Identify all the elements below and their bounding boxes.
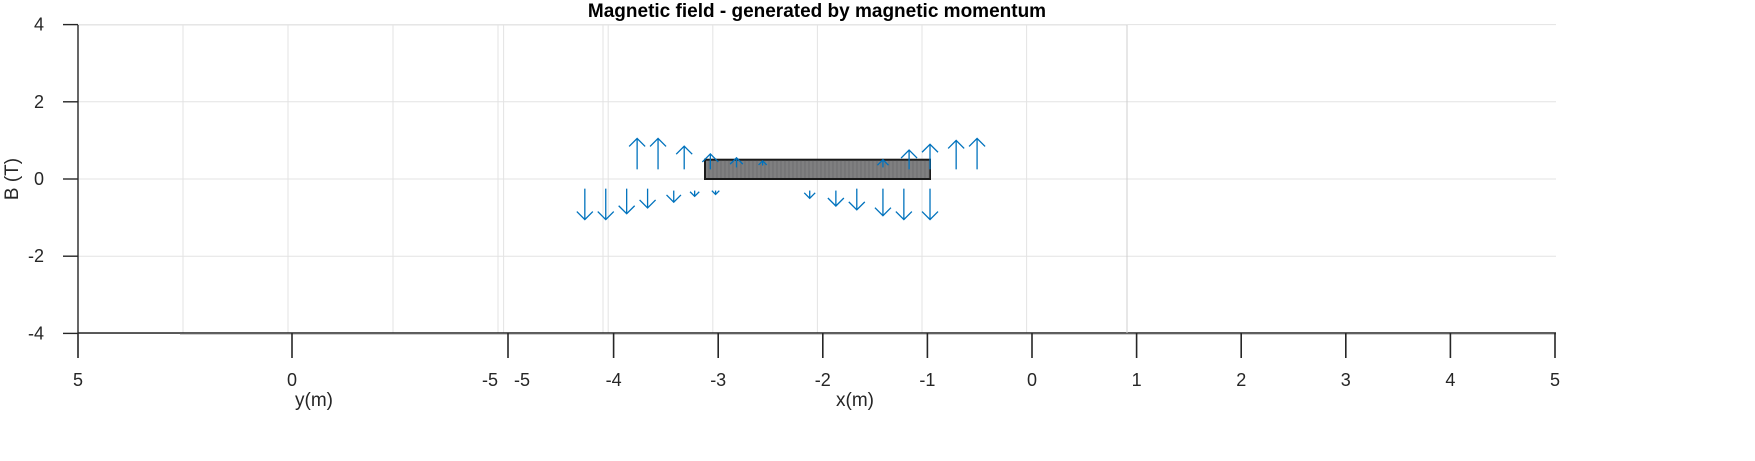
x-tick-label: 0 — [1027, 370, 1037, 390]
arrow-head — [921, 143, 939, 153]
field-arrows — [576, 137, 986, 221]
field-arrow-up — [758, 159, 768, 166]
y-depth-axis-ticks: 5 0 -5 -5 — [73, 333, 530, 390]
field-arrow-down — [848, 188, 866, 211]
arrow-head — [628, 137, 646, 147]
field-arrow-down — [618, 188, 636, 215]
magnet-texture — [708, 160, 930, 178]
arrow-head — [576, 211, 594, 221]
x-axis-ticks: -4 -3 -2 -1 0 1 2 3 4 5 — [507, 333, 1560, 390]
y-tick-label: 0 — [34, 169, 44, 189]
x-tick-label: -4 — [606, 370, 622, 390]
y-depth-tick-label: -5 — [514, 370, 530, 390]
x-axis-label: x(m) — [836, 390, 874, 411]
x-tick-label: -2 — [815, 370, 831, 390]
x-tick-label: 2 — [1236, 370, 1246, 390]
y-tick-label: -4 — [28, 323, 44, 343]
x-tick-label: -1 — [919, 370, 935, 390]
field-arrow-up — [675, 145, 693, 170]
y-depth-axis-label: y(m) — [295, 390, 333, 411]
y-axis-ticks: 4 2 0 -2 -4 — [28, 15, 78, 343]
field-arrow-down — [921, 188, 939, 221]
field-arrow-down — [597, 188, 615, 221]
field-arrow-down — [803, 190, 816, 200]
field-arrow-down — [827, 190, 845, 207]
arrow-head — [900, 149, 918, 159]
y-depth-tick-label: 0 — [287, 370, 297, 390]
magnet-bar — [704, 158, 931, 180]
x-tick-label: -3 — [710, 370, 726, 390]
field-arrow-down — [639, 188, 657, 209]
y-depth-tick-label: 5 — [73, 370, 83, 390]
arrow-head — [947, 139, 965, 149]
y-tick-label: 2 — [34, 92, 44, 112]
y-depth-tick-label: -5 — [482, 370, 498, 390]
field-arrow-down — [666, 190, 682, 204]
arrow-head — [689, 191, 700, 198]
chart-title: Magnetic field - generated by magnetic m… — [588, 1, 1046, 22]
arrow-head — [597, 211, 615, 221]
arrow-head — [666, 194, 682, 204]
x-tick-label: 1 — [1132, 370, 1142, 390]
field-arrow-up — [729, 156, 744, 168]
arrow-head — [827, 197, 845, 207]
arrow-head — [803, 192, 816, 200]
x-tick-label: 4 — [1445, 370, 1455, 390]
field-arrow-down — [576, 188, 594, 221]
field-arrow-up — [701, 152, 719, 170]
arrow-head — [895, 211, 913, 221]
field-arrow-up — [877, 158, 889, 168]
field-arrow-down — [895, 188, 913, 221]
field-arrow-up — [947, 139, 965, 170]
arrow-head — [877, 158, 889, 166]
field-arrow-down — [711, 190, 720, 196]
field-arrow-down — [689, 190, 700, 198]
y-tick-label: -2 — [28, 246, 44, 266]
field-arrow-up — [628, 137, 646, 170]
field-arrow-up — [968, 137, 986, 170]
arrow-head — [874, 207, 892, 217]
field-arrow-up — [921, 143, 939, 170]
y-tick-label: 4 — [34, 15, 44, 35]
field-arrow-down — [874, 188, 892, 217]
y-axis-label: B (T) — [2, 158, 23, 200]
arrow-head — [729, 156, 744, 165]
arrow-head — [711, 190, 720, 196]
arrow-head — [618, 205, 636, 215]
arrow-head — [758, 159, 768, 166]
arrow-head — [701, 152, 719, 163]
arrow-head — [968, 137, 986, 147]
x-tick-label: 3 — [1341, 370, 1351, 390]
x-tick-label: 5 — [1550, 370, 1560, 390]
field-arrow-up — [649, 137, 667, 170]
field-arrow-up — [900, 149, 918, 170]
arrow-head — [649, 137, 667, 147]
arrow-head — [639, 199, 657, 209]
arrow-head — [921, 211, 939, 221]
arrow-head — [848, 201, 866, 211]
arrow-head — [675, 145, 693, 155]
